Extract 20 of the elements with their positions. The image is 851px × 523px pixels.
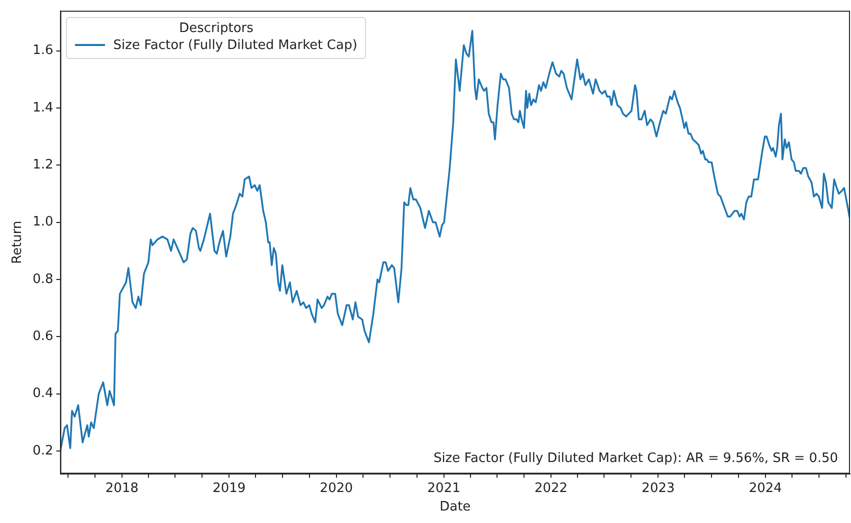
y-tick-label: 1.2 xyxy=(32,158,54,173)
y-tick-label: 0.8 xyxy=(32,272,54,287)
legend-title: Descriptors xyxy=(178,20,254,36)
y-tick-label: 1.0 xyxy=(32,214,54,230)
y-axis-title: Return xyxy=(10,220,26,264)
x-tick-label: 2021 xyxy=(427,480,460,496)
annotation: Size Factor (Fully Diluted Market Cap): AR = 9.56%, SR = 0.50 xyxy=(433,450,838,466)
y-tick-label: 0.4 xyxy=(32,386,54,402)
x-tick-label: 2024 xyxy=(748,480,782,496)
legend-label: Size Factor (Fully Diluted Market Cap) xyxy=(113,38,358,53)
x-tick-label: 2018 xyxy=(105,480,138,496)
y-tick-label: 1.4 xyxy=(32,100,54,116)
x-tick-label: 2020 xyxy=(320,480,353,496)
x-tick-label: 2023 xyxy=(642,480,675,496)
x-axis-title: Date xyxy=(440,500,471,515)
x-tick-label: 2019 xyxy=(212,480,246,496)
y-tick-label: 1.6 xyxy=(32,43,54,58)
y-tick-label: 0.6 xyxy=(32,328,54,344)
x-tick-label: 2022 xyxy=(534,480,568,496)
y-tick-label: 0.2 xyxy=(32,443,54,458)
